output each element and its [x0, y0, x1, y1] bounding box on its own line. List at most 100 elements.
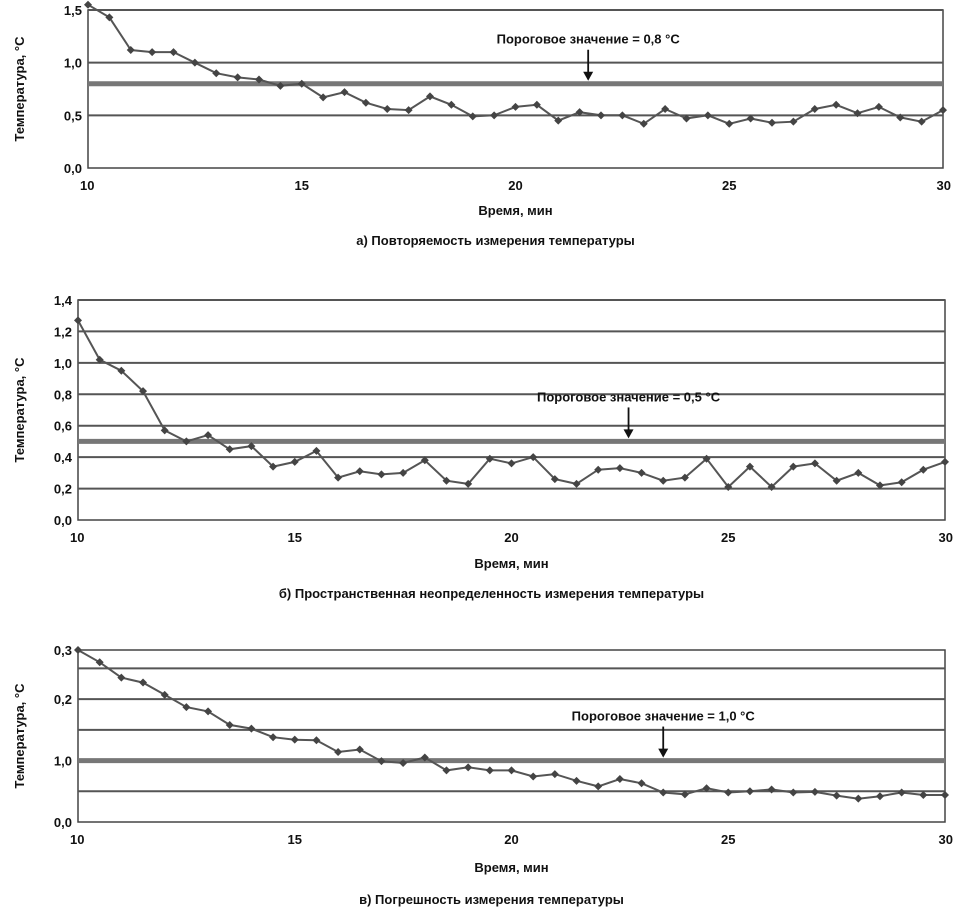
chart-1-y-axis-label: Температура, °С — [12, 36, 27, 142]
chart-2-data-point — [139, 387, 148, 396]
chart-1-x-axis-label: Время, мин — [478, 203, 552, 218]
chart-1-data-point — [874, 102, 883, 111]
chart-3-data-point — [269, 733, 278, 742]
chart-3-plot-frame — [77, 649, 946, 823]
chart-3-data-point — [464, 763, 473, 772]
chart-3-data-point — [312, 736, 321, 745]
chart-2-threshold-label: Пороговое значение = 0,5 °С — [537, 389, 721, 404]
chart-1-data-point — [639, 119, 648, 128]
chart-3-data-point — [702, 784, 711, 793]
chart-3-x-tick-label: 25 — [721, 832, 735, 847]
chart-3-y-tick-label: 1,0 — [54, 754, 72, 769]
chart-1-data-point — [383, 105, 392, 114]
chart-1-data-point — [703, 111, 712, 120]
chart-1-x-tick-label: 20 — [508, 178, 522, 193]
chart-1-x-tick-label: 30 — [937, 178, 951, 193]
chart-2-data-point — [399, 468, 408, 477]
chart-1-data-point — [447, 100, 456, 109]
chart-2-data-point — [767, 483, 776, 491]
chart-1-data-point — [490, 111, 499, 120]
chart-1-data-point — [554, 116, 563, 125]
chart-1-caption: а) Повторяемость измерения температуры — [356, 233, 635, 248]
chart-2-data-point — [594, 465, 603, 474]
chart-2-data-point — [572, 479, 581, 488]
chart-2-data-point — [247, 442, 256, 451]
chart-1-data-point — [896, 113, 905, 122]
chart-3-x-tick-label: 15 — [288, 832, 302, 847]
chart-2-data-point — [420, 456, 429, 465]
chart-1-data-point — [361, 98, 370, 107]
chart-2-data-point — [290, 457, 299, 466]
chart-2-data-point — [702, 454, 711, 463]
chart-2-data-point — [550, 475, 559, 484]
chart-1-data-point — [618, 111, 627, 120]
chart-3-data-point — [919, 790, 928, 799]
chart-3-y-tick-label: 0,0 — [54, 815, 72, 830]
chart-2-data-point — [637, 468, 646, 477]
chart-2-data-point — [160, 426, 169, 435]
chart-2-y-tick-label: 0,8 — [54, 387, 72, 402]
chart-2-data-point — [941, 457, 949, 466]
chart-2-data-point — [875, 481, 884, 490]
chart-2-x-tick-label: 30 — [939, 530, 953, 545]
chart-2-data-point — [724, 483, 733, 491]
chart-1-data-point — [276, 81, 285, 90]
chart-2-data-point — [464, 479, 473, 488]
chart-3-x-tick-label: 30 — [939, 832, 953, 847]
chart-3-data-point — [334, 747, 343, 756]
chart-2-data-point — [377, 470, 386, 479]
chart-2-data-point — [182, 437, 191, 446]
chart-2-y-tick-label: 0,0 — [54, 513, 72, 528]
chart-3-data-point — [572, 776, 581, 785]
chart-3-data-point — [615, 775, 624, 783]
chart-2-data-point — [680, 473, 689, 482]
chart-3-data-point — [745, 787, 754, 796]
chart-1-data-point — [297, 79, 306, 88]
chart-3-data-point — [789, 788, 798, 797]
chart-1-y-tick-label: 1,5 — [64, 3, 82, 18]
chart-1-threshold-arrowhead — [583, 71, 594, 81]
chart-3-data-point — [95, 658, 104, 667]
chart-1-data-point — [190, 58, 199, 67]
chart-3-threshold-label: Пороговое значение = 1,0 °С — [572, 709, 756, 724]
chart-3-data-point — [420, 753, 429, 762]
chart-2-data-point — [529, 453, 538, 462]
chart-3-data-point — [485, 766, 494, 775]
chart-3-data-point — [810, 787, 819, 796]
chart-1-data-point — [789, 117, 798, 126]
chart-3-data-point — [117, 673, 126, 682]
chart-2-caption: б) Пространственная неопределенность изм… — [279, 586, 704, 601]
chart-1-data-point — [233, 73, 242, 82]
chart-2-data-point — [832, 476, 841, 485]
chart-1-data-point — [126, 46, 135, 55]
chart-1-data-point — [746, 114, 755, 123]
chart-1-data-point — [575, 108, 584, 117]
chart-3-data-point — [247, 724, 256, 733]
chart-1-data-point — [661, 105, 670, 114]
chart-3-data-point — [204, 707, 213, 716]
chart-1-x-tick-label: 15 — [295, 178, 309, 193]
chart-2-y-tick-label: 1,0 — [54, 356, 72, 371]
chart-3-data-point — [355, 745, 364, 754]
chart-1-x-tick-label: 10 — [80, 178, 94, 193]
chart-3-data-point — [875, 792, 884, 801]
chart-1-y-tick-label: 0,5 — [64, 108, 82, 123]
chart-1-y-tick-label: 1,0 — [64, 56, 82, 71]
chart-3-data-point — [139, 678, 148, 687]
chart-3-data-point — [160, 690, 169, 699]
chart-1-data-point — [426, 92, 434, 101]
chart-3-y-axis-label: Температура, °С — [12, 683, 27, 789]
chart-1-data-point — [212, 69, 221, 78]
chart-3-data-point — [594, 782, 603, 791]
chart-3-data-point — [941, 790, 949, 799]
chart-1-data-point — [682, 114, 691, 123]
chart-2-data-point — [204, 431, 213, 440]
chart-1-data-point — [832, 100, 841, 109]
chart-2-data-point — [789, 462, 798, 471]
chart-2-x-axis-label: Время, мин — [474, 556, 548, 571]
chart-2-threshold-arrowhead — [623, 429, 634, 439]
chart-2-data-point — [334, 473, 343, 482]
chart-3-data-point — [854, 794, 863, 803]
chart-2-data-point — [615, 464, 624, 473]
chart-2-y-tick-label: 0,6 — [54, 419, 72, 434]
